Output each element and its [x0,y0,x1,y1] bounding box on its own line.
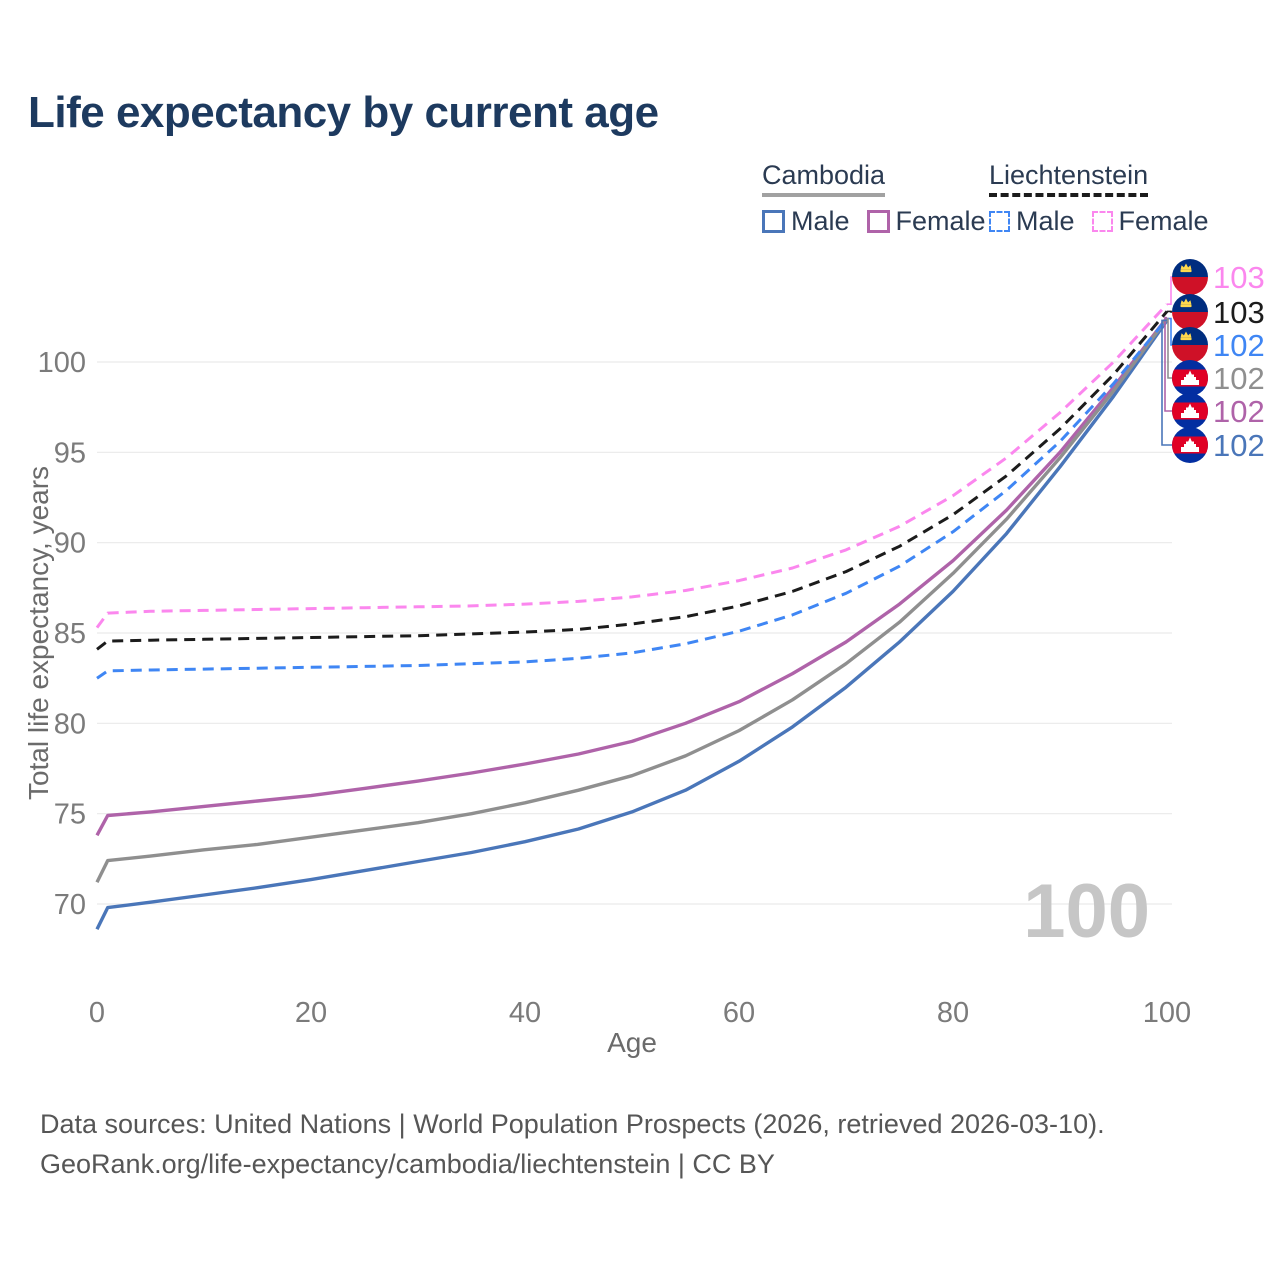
end-value-label-cambodia-both-sexes: 102 [1213,361,1265,396]
solid-line-swatch-icon [866,210,890,234]
y-tick-label: 85 [54,618,86,650]
series-line-cambodia-male[interactable] [95,319,1169,931]
series-line-liechtenstein-female[interactable] [95,303,1169,629]
legend-group-cambodia: Cambodia Male Female [762,161,1003,237]
label-connector-cambodia-both-sexes [1167,317,1172,379]
label-connector-liechtenstein-both-sexes [1167,310,1172,313]
legend-item-liechtenstein-female[interactable]: Female [1091,206,1209,237]
legend-label-female: Female [895,206,986,237]
legend-label-male: Male [791,206,850,237]
legend-item-cambodia-female[interactable]: Female [866,206,986,237]
x-axis-title: Age [607,1027,657,1058]
end-value-label-liechtenstein-male: 102 [1213,328,1265,363]
data-sources-line: Data sources: United Nations | World Pop… [40,1109,1105,1139]
series-line-liechtenstein-both-sexes[interactable] [96,310,1169,651]
attribution-line: GeoRank.org/life-expectancy/cambodia/lie… [40,1149,775,1179]
series-line-liechtenstein-male[interactable] [96,317,1169,680]
legend-country-liechtenstein[interactable]: Liechtenstein [989,161,1149,198]
dashed-line-swatch-icon [1091,211,1113,233]
label-connector-cambodia-female [1164,316,1172,412]
legend-item-cambodia-male[interactable]: Male [762,206,850,237]
label-connector-liechtenstein-male [1167,317,1172,346]
x-tick-label: 80 [937,997,969,1029]
legend-country-cambodia[interactable]: Cambodia [762,161,886,198]
y-tick-label: 90 [54,528,86,560]
legend-label-female: Female [1118,206,1209,237]
life-expectancy-line-chart[interactable]: 70 75 80 85 90 95 100 0 20 40 60 80 100 Age Total life… [0,0,1280,1080]
liechtenstein-flag-icon[interactable] [1172,294,1208,330]
page-title: Life expectancy by current age [28,88,659,137]
y-tick-label: 75 [54,799,86,831]
liechtenstein-flag-icon[interactable] [1172,259,1208,295]
solid-line-swatch-icon [762,210,785,234]
dashed-line-swatch-icon [989,211,1010,233]
series-line-cambodia-female[interactable] [95,316,1169,837]
series-line-cambodia-both-sexes[interactable] [95,317,1169,884]
end-value-label-liechtenstein-both-sexes: 103 [1213,295,1265,330]
cambodia-flag-icon[interactable] [1172,360,1208,396]
x-tick-label: 40 [509,997,541,1029]
cambodia-flag-icon[interactable] [1172,393,1208,429]
cambodia-flag-icon[interactable] [1172,427,1208,463]
y-tick-label: 80 [54,708,86,740]
end-value-label-liechtenstein-female: 103 [1213,260,1265,295]
x-tick-label: 100 [1143,997,1191,1029]
x-tick-label: 60 [723,997,755,1029]
x-tick-label: 20 [295,997,327,1029]
y-axis-title: Total life expectancy, years [23,466,54,800]
liechtenstein-flag-icon[interactable] [1172,327,1208,363]
age-watermark: 100 [1023,869,1150,954]
end-value-label-cambodia-female: 102 [1213,394,1265,429]
y-tick-label: 95 [54,437,86,469]
legend-label-male: Male [1016,206,1075,237]
label-connector-liechtenstein-female [1167,276,1172,305]
legend-group-liechtenstein: Liechtenstein Male Female [989,161,1226,237]
label-connector-cambodia-male [1161,319,1172,446]
footer: Data sources: United Nations | World Pop… [40,1104,1105,1184]
legend-item-liechtenstein-male[interactable]: Male [989,206,1075,237]
end-value-label-cambodia-male: 102 [1213,428,1265,463]
y-tick-label: 70 [54,889,86,921]
y-tick-label: 100 [38,347,86,379]
x-tick-label: 0 [89,997,105,1029]
